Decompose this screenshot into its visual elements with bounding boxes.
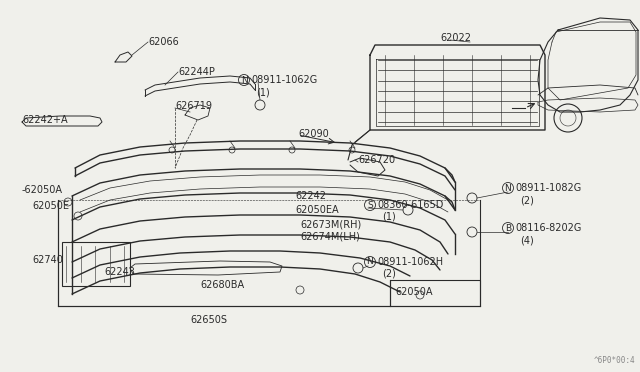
Text: 626720: 626720 [358, 155, 395, 165]
Text: (1): (1) [256, 87, 269, 97]
Text: 62680BA: 62680BA [200, 280, 244, 290]
Bar [62, 242, 130, 286]
Text: 62244P: 62244P [178, 67, 215, 77]
Text: 08911-1062H: 08911-1062H [377, 257, 443, 267]
Text: (4): (4) [520, 235, 534, 245]
Text: -62050A: -62050A [22, 185, 63, 195]
Text: ^6P0*00:4: ^6P0*00:4 [593, 356, 635, 365]
Text: (2): (2) [520, 195, 534, 205]
Text: 62673M(RH): 62673M(RH) [300, 219, 361, 229]
Text: 62090: 62090 [298, 129, 329, 139]
Text: 62674M(LH): 62674M(LH) [300, 231, 360, 241]
Text: 62242: 62242 [295, 191, 326, 201]
Text: 08911-1082G: 08911-1082G [515, 183, 581, 193]
Text: N: N [241, 76, 248, 84]
Text: 08116-8202G: 08116-8202G [515, 223, 581, 233]
Text: B: B [505, 224, 511, 232]
Text: 08360-6165D: 08360-6165D [377, 200, 444, 210]
Text: (1): (1) [382, 211, 396, 221]
Text: S: S [367, 201, 373, 209]
Text: N: N [504, 183, 511, 192]
Text: (2): (2) [382, 268, 396, 278]
Text: 62740: 62740 [32, 255, 63, 265]
Text: 08911-1062G: 08911-1062G [251, 75, 317, 85]
Text: 62650S: 62650S [190, 315, 227, 325]
Text: 62050EA: 62050EA [295, 205, 339, 215]
Text: 62050A: 62050A [395, 287, 433, 297]
Text: 62066: 62066 [148, 37, 179, 47]
Text: 62242+A: 62242+A [22, 115, 68, 125]
Text: 62022: 62022 [440, 33, 471, 43]
Text: 626719: 626719 [175, 101, 212, 111]
Text: 62050E: 62050E [32, 201, 69, 211]
Text: N: N [367, 257, 373, 266]
Text: 62243: 62243 [104, 267, 135, 277]
